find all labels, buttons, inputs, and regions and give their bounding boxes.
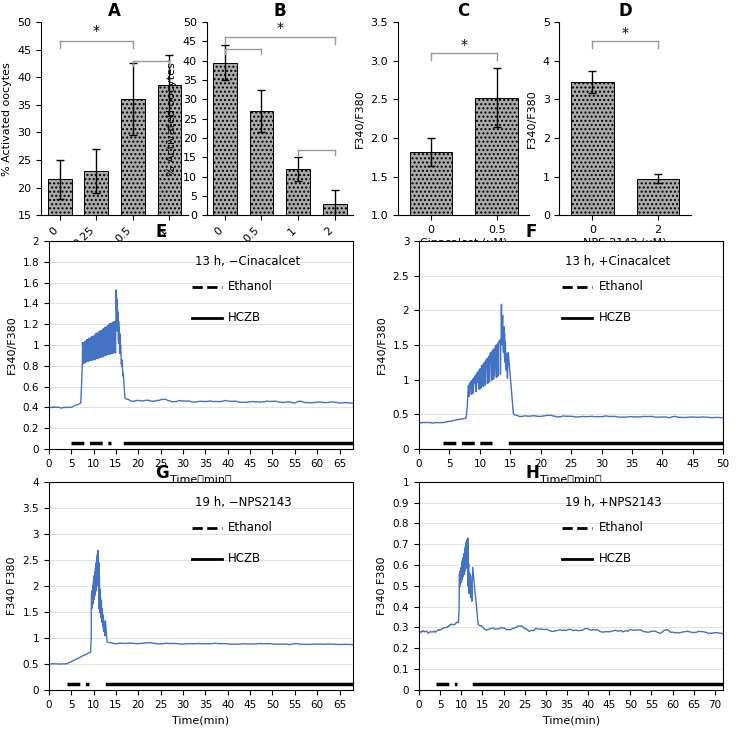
Text: F: F [526,223,537,241]
Y-axis label: F340 F380: F340 F380 [7,556,17,615]
Title: B: B [273,2,286,20]
Text: Ethanol: Ethanol [599,280,644,293]
Text: HCZB: HCZB [599,553,632,565]
Bar [121,99,145,299]
Title: A: A [108,2,121,20]
Y-axis label: % Activated oocytes: % Activated oocytes [2,62,12,175]
X-axis label: NPS-2143 (μM): NPS-2143 (μM) [584,238,667,248]
Y-axis label: F340 F380: F340 F380 [377,556,388,615]
Bar [48,180,71,299]
Bar [84,171,108,299]
Text: Ethanol: Ethanol [599,521,644,534]
Bar [286,169,310,215]
Text: *: * [92,25,100,39]
Y-axis label: % Activated oocytes: % Activated oocytes [167,62,177,175]
Text: HCZB: HCZB [228,312,261,324]
X-axis label: NPS-2143 (μM): NPS-2143 (μM) [238,247,321,258]
X-axis label: Time（min）: Time（min） [170,474,232,484]
X-axis label: Time（min）: Time（min） [540,474,602,484]
Title: D: D [618,2,632,20]
Bar [571,82,614,215]
Y-axis label: F340/F380: F340/F380 [527,89,537,148]
Bar [249,111,273,215]
Bar [213,63,237,215]
X-axis label: Time(min): Time(min) [542,715,600,725]
Bar [158,85,181,299]
Y-axis label: F340/F380: F340/F380 [377,315,388,374]
Text: 13 h, −Cinacalcet: 13 h, −Cinacalcet [195,255,300,269]
Text: H: H [526,464,539,482]
Bar [323,204,346,215]
X-axis label: Time(min): Time(min) [172,715,230,725]
Text: *: * [460,38,467,52]
Y-axis label: F340/F380: F340/F380 [355,89,365,148]
Text: HCZB: HCZB [228,553,261,565]
Bar [409,152,452,293]
X-axis label: Cinacalcet (μM): Cinacalcet (μM) [71,253,158,262]
Text: *: * [622,26,629,40]
Bar [475,98,518,293]
Y-axis label: F340/F380: F340/F380 [7,315,17,374]
X-axis label: Cinacalcet (μM): Cinacalcet (μM) [420,238,508,248]
Text: *: * [276,21,283,36]
Text: 19 h, −NPS2143: 19 h, −NPS2143 [195,496,291,510]
Text: 13 h, +Cinacalcet: 13 h, +Cinacalcet [565,255,671,269]
Text: E: E [155,223,167,241]
Title: C: C [457,2,470,20]
Text: G: G [155,464,169,482]
Text: Ethanol: Ethanol [228,280,273,293]
Text: Ethanol: Ethanol [228,521,273,534]
Text: 19 h, +NPS2143: 19 h, +NPS2143 [565,496,662,510]
Text: HCZB: HCZB [599,312,632,324]
Bar [637,179,680,215]
